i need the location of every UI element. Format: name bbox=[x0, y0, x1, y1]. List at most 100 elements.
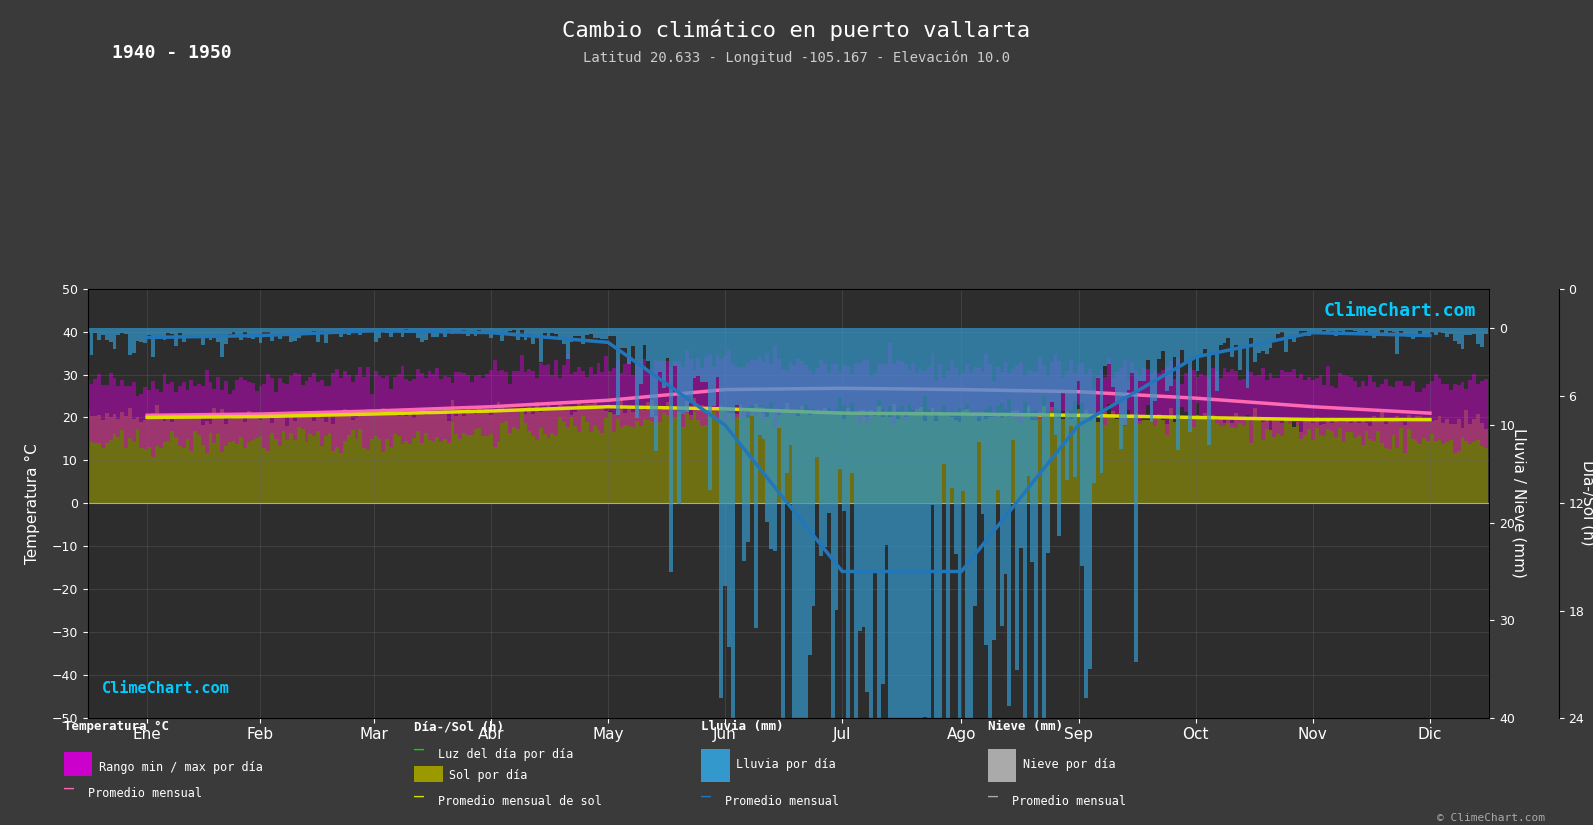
Bar bbox=[973, 328, 977, 606]
Bar bbox=[258, 385, 263, 436]
Bar bbox=[162, 422, 166, 503]
Bar bbox=[225, 424, 228, 503]
Bar bbox=[988, 328, 992, 825]
Bar bbox=[116, 418, 119, 503]
Bar bbox=[530, 414, 535, 503]
Text: Promedio mensual: Promedio mensual bbox=[1012, 795, 1126, 808]
Bar bbox=[726, 350, 731, 413]
Bar bbox=[677, 328, 680, 504]
Bar bbox=[374, 328, 378, 342]
Bar bbox=[478, 375, 481, 428]
Text: Día-/Sol (h): Día-/Sol (h) bbox=[414, 720, 503, 733]
Bar bbox=[789, 361, 792, 408]
Bar bbox=[746, 362, 750, 414]
Bar bbox=[827, 411, 832, 503]
Bar bbox=[1115, 419, 1118, 503]
Bar bbox=[524, 372, 527, 423]
Bar bbox=[1012, 412, 1015, 503]
Bar bbox=[585, 404, 589, 503]
Bar bbox=[1085, 410, 1088, 503]
Bar bbox=[1115, 372, 1118, 417]
Bar bbox=[516, 370, 519, 429]
Bar bbox=[1265, 380, 1268, 430]
Bar bbox=[1453, 384, 1458, 453]
Bar bbox=[132, 382, 135, 442]
Bar bbox=[551, 328, 554, 333]
Bar bbox=[543, 328, 546, 332]
Bar bbox=[1207, 415, 1211, 503]
Bar bbox=[339, 379, 342, 453]
Bar bbox=[432, 328, 435, 337]
Bar bbox=[320, 328, 323, 331]
Bar bbox=[1112, 328, 1115, 388]
Bar bbox=[566, 354, 570, 427]
Bar bbox=[1368, 427, 1372, 503]
Bar bbox=[593, 328, 596, 338]
Bar bbox=[1407, 385, 1411, 429]
Bar bbox=[228, 328, 231, 334]
Bar bbox=[1262, 368, 1265, 441]
Bar bbox=[742, 412, 746, 503]
Bar bbox=[789, 328, 792, 446]
Bar bbox=[408, 414, 413, 503]
Bar bbox=[1050, 408, 1053, 503]
Bar bbox=[1015, 410, 1020, 503]
Bar bbox=[1058, 328, 1061, 535]
Bar bbox=[838, 328, 843, 469]
Bar bbox=[1249, 328, 1254, 338]
Bar bbox=[535, 402, 538, 503]
Bar bbox=[892, 404, 897, 503]
Bar bbox=[435, 328, 440, 337]
Bar bbox=[589, 366, 593, 432]
Bar bbox=[290, 328, 293, 342]
Bar bbox=[680, 328, 685, 414]
Bar bbox=[1442, 384, 1445, 444]
Bar bbox=[1034, 328, 1039, 808]
Bar bbox=[481, 378, 486, 436]
Bar bbox=[824, 328, 827, 547]
Bar bbox=[424, 328, 427, 340]
Bar bbox=[609, 328, 612, 336]
Bar bbox=[421, 411, 424, 503]
Bar bbox=[1392, 328, 1395, 332]
Bar bbox=[301, 385, 304, 429]
Bar bbox=[285, 426, 290, 503]
Bar bbox=[209, 328, 212, 340]
Bar bbox=[451, 399, 454, 503]
Bar bbox=[250, 383, 255, 441]
Bar bbox=[105, 384, 108, 443]
Bar bbox=[355, 418, 358, 503]
Bar bbox=[331, 328, 336, 331]
Bar bbox=[777, 415, 781, 503]
Bar bbox=[585, 328, 589, 335]
Bar bbox=[478, 407, 481, 503]
Bar bbox=[889, 342, 892, 406]
Bar bbox=[769, 328, 773, 549]
Bar bbox=[524, 414, 527, 503]
Bar bbox=[870, 410, 873, 503]
Bar bbox=[1352, 418, 1357, 503]
Bar bbox=[900, 328, 903, 825]
Bar bbox=[320, 380, 323, 446]
Bar bbox=[519, 408, 524, 503]
Bar bbox=[486, 328, 489, 334]
Bar bbox=[796, 328, 800, 825]
Bar bbox=[309, 377, 312, 434]
Bar bbox=[1442, 423, 1445, 503]
Bar bbox=[543, 365, 546, 434]
Bar bbox=[609, 371, 612, 412]
Bar bbox=[1464, 389, 1469, 441]
Bar bbox=[350, 328, 355, 333]
Bar bbox=[773, 328, 777, 551]
Bar bbox=[143, 328, 147, 343]
Bar bbox=[1426, 328, 1431, 337]
Bar bbox=[1126, 415, 1131, 503]
Bar bbox=[1480, 328, 1483, 347]
Bar bbox=[323, 386, 328, 436]
Bar bbox=[1180, 328, 1184, 350]
Bar bbox=[1039, 412, 1042, 503]
Bar bbox=[124, 386, 127, 448]
Bar bbox=[1039, 356, 1042, 419]
Bar bbox=[935, 380, 938, 414]
Bar bbox=[628, 408, 631, 503]
